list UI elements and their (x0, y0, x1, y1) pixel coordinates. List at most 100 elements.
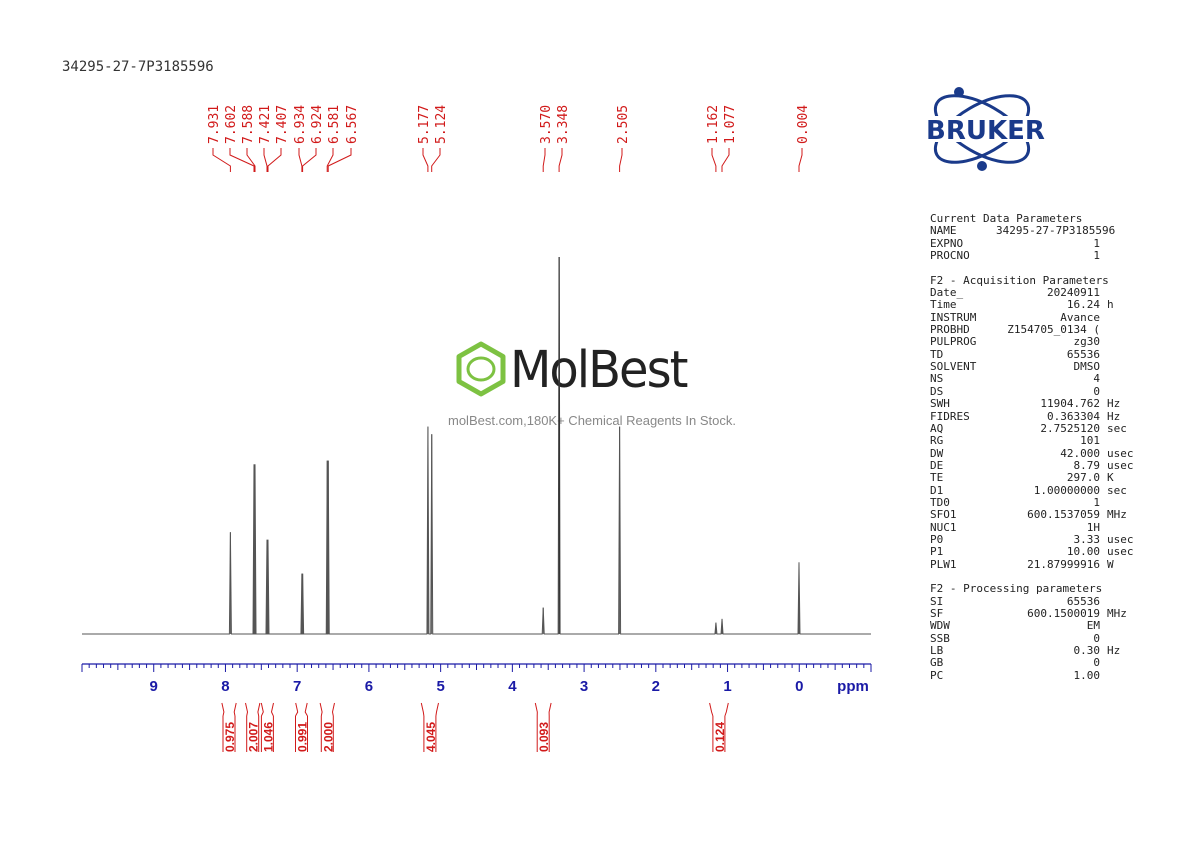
param-unit: Hz (1107, 409, 1121, 423)
peak-label-connector (326, 148, 334, 172)
integral-value: 0.991 (296, 722, 310, 752)
param-value: 0 (1093, 656, 1100, 670)
param-key: NS (930, 372, 944, 386)
param-value: 4 (1093, 372, 1100, 386)
peak-label: 7.602 (224, 105, 239, 144)
peak-label: 3.570 (539, 105, 554, 144)
param-unit: K (1107, 471, 1114, 485)
param-unit (1100, 238, 1107, 250)
peak-label: 3.348 (556, 105, 571, 144)
param-unit (1100, 312, 1107, 324)
peak-label-connector (422, 148, 429, 172)
bruker-logo-text: BRUKER (926, 116, 1045, 146)
param-row: Date_ 20240911 (930, 286, 1134, 300)
param-value: 65536 (1066, 594, 1100, 608)
param-unit (1100, 633, 1107, 645)
param-value: 0 (1093, 631, 1100, 645)
param-unit: MHz (1107, 607, 1127, 620)
param-key: LB (930, 644, 944, 658)
param-value: 34295-27-7P3185596 (996, 224, 1116, 238)
param-unit: h (1107, 298, 1114, 312)
peak-label-connector (721, 148, 730, 172)
x-axis: 9 8 7 6 5 4 3 2 1 0 ppm (81, 663, 872, 695)
param-key: NAME (930, 224, 957, 238)
sample-id: 34295-27-7P3185596 (62, 59, 214, 75)
param-row: PLW1 21.87999916 W (930, 557, 1134, 571)
param-key: Time (930, 298, 957, 312)
param-key: DE (930, 458, 944, 472)
param-section-gap (930, 262, 1134, 274)
peak-label: 7.407 (275, 105, 290, 144)
param-value: 16.24 (1066, 298, 1100, 312)
param-value: 3.33 (1073, 532, 1101, 546)
param-value: 1 (1093, 236, 1100, 250)
integral-value: 0.093 (537, 722, 551, 752)
param-key: P1 (930, 545, 944, 559)
param-row: LB 0.30 Hz (930, 644, 1134, 658)
param-unit: sec (1107, 483, 1127, 497)
param-row: TD 65536 (930, 347, 1134, 361)
param-value: EM (1086, 619, 1100, 633)
integral-value: 0.975 (223, 722, 237, 752)
param-value: zg30 (1073, 335, 1101, 349)
peak-label: 1.162 (706, 105, 721, 144)
param-row: SI 65536 (930, 594, 1134, 608)
param-value: 65536 (1066, 347, 1100, 361)
param-unit (1100, 497, 1107, 509)
param-row: NAME 34295-27-7P3185596 (930, 224, 1134, 238)
param-unit (1100, 522, 1107, 534)
param-unit (1100, 386, 1107, 398)
peak-label-connector (263, 148, 268, 172)
param-section-title: F2 - Processing parameters (930, 582, 1103, 596)
param-value: 1H (1086, 520, 1100, 534)
param-unit (1100, 250, 1107, 262)
param-unit (1100, 657, 1107, 669)
param-key: WDW (930, 619, 950, 633)
x-tick-label: 5 (436, 678, 444, 695)
param-value: 101 (1080, 434, 1100, 448)
peak-label-connector (298, 148, 303, 172)
x-tick-label: 4 (508, 678, 517, 695)
param-value: 21.87999916 (1027, 557, 1100, 571)
param-row: RG 101 (930, 434, 1134, 448)
param-key: NUC1 (930, 520, 957, 534)
param-key: PROCNO (930, 249, 970, 263)
peak-label-connector (267, 148, 282, 172)
param-row: TE 297.0 K (930, 471, 1134, 485)
param-key: DW (930, 446, 944, 460)
peak-label-connector (798, 148, 803, 172)
param-value: 20240911 (1047, 286, 1100, 300)
param-row: DE 8.79 usec (930, 458, 1134, 472)
param-key: RG (930, 434, 944, 448)
integral-layer: 0.975 2.007 1.046 0.991 2.000 4.045 0.093 0.124 (221, 702, 729, 752)
bruker-logo: BRUKER (920, 82, 1095, 182)
param-row: P0 3.33 usec (930, 532, 1134, 546)
param-key: TD (930, 347, 944, 361)
peak-label: 2.505 (616, 105, 631, 144)
integral-value: 2.000 (321, 722, 335, 752)
integral-bracket (319, 702, 335, 752)
param-unit: usec (1107, 446, 1134, 460)
param-row: SSB 0 (930, 631, 1134, 645)
param-value: 1.00 (1073, 668, 1101, 682)
peak-label: 1.077 (723, 105, 738, 144)
param-key: EXPNO (930, 236, 964, 250)
param-key: AQ (930, 421, 944, 435)
peak-label-connector (619, 148, 623, 172)
param-unit: usec (1107, 532, 1134, 546)
param-value: 10.00 (1066, 545, 1100, 559)
param-row: SFO1 600.1537059 MHz (930, 508, 1134, 522)
param-key: SOLVENT (930, 360, 977, 374)
x-tick-label: 2 (652, 678, 660, 695)
param-section-title: F2 - Acquisition Parameters (930, 273, 1109, 287)
param-row: PC 1.00 (930, 668, 1134, 682)
peak-label-connector (431, 148, 441, 172)
param-row: DW 42.000 usec (930, 446, 1134, 460)
peak-label-connector (212, 148, 231, 172)
param-key: SFO1 (930, 508, 957, 522)
param-value: 1.00000000 (1033, 483, 1100, 497)
param-row: WDW EM (930, 619, 1134, 633)
param-value: Avance (1060, 310, 1100, 324)
param-unit (1100, 596, 1107, 608)
param-value: 600.1500019 (1027, 607, 1100, 620)
